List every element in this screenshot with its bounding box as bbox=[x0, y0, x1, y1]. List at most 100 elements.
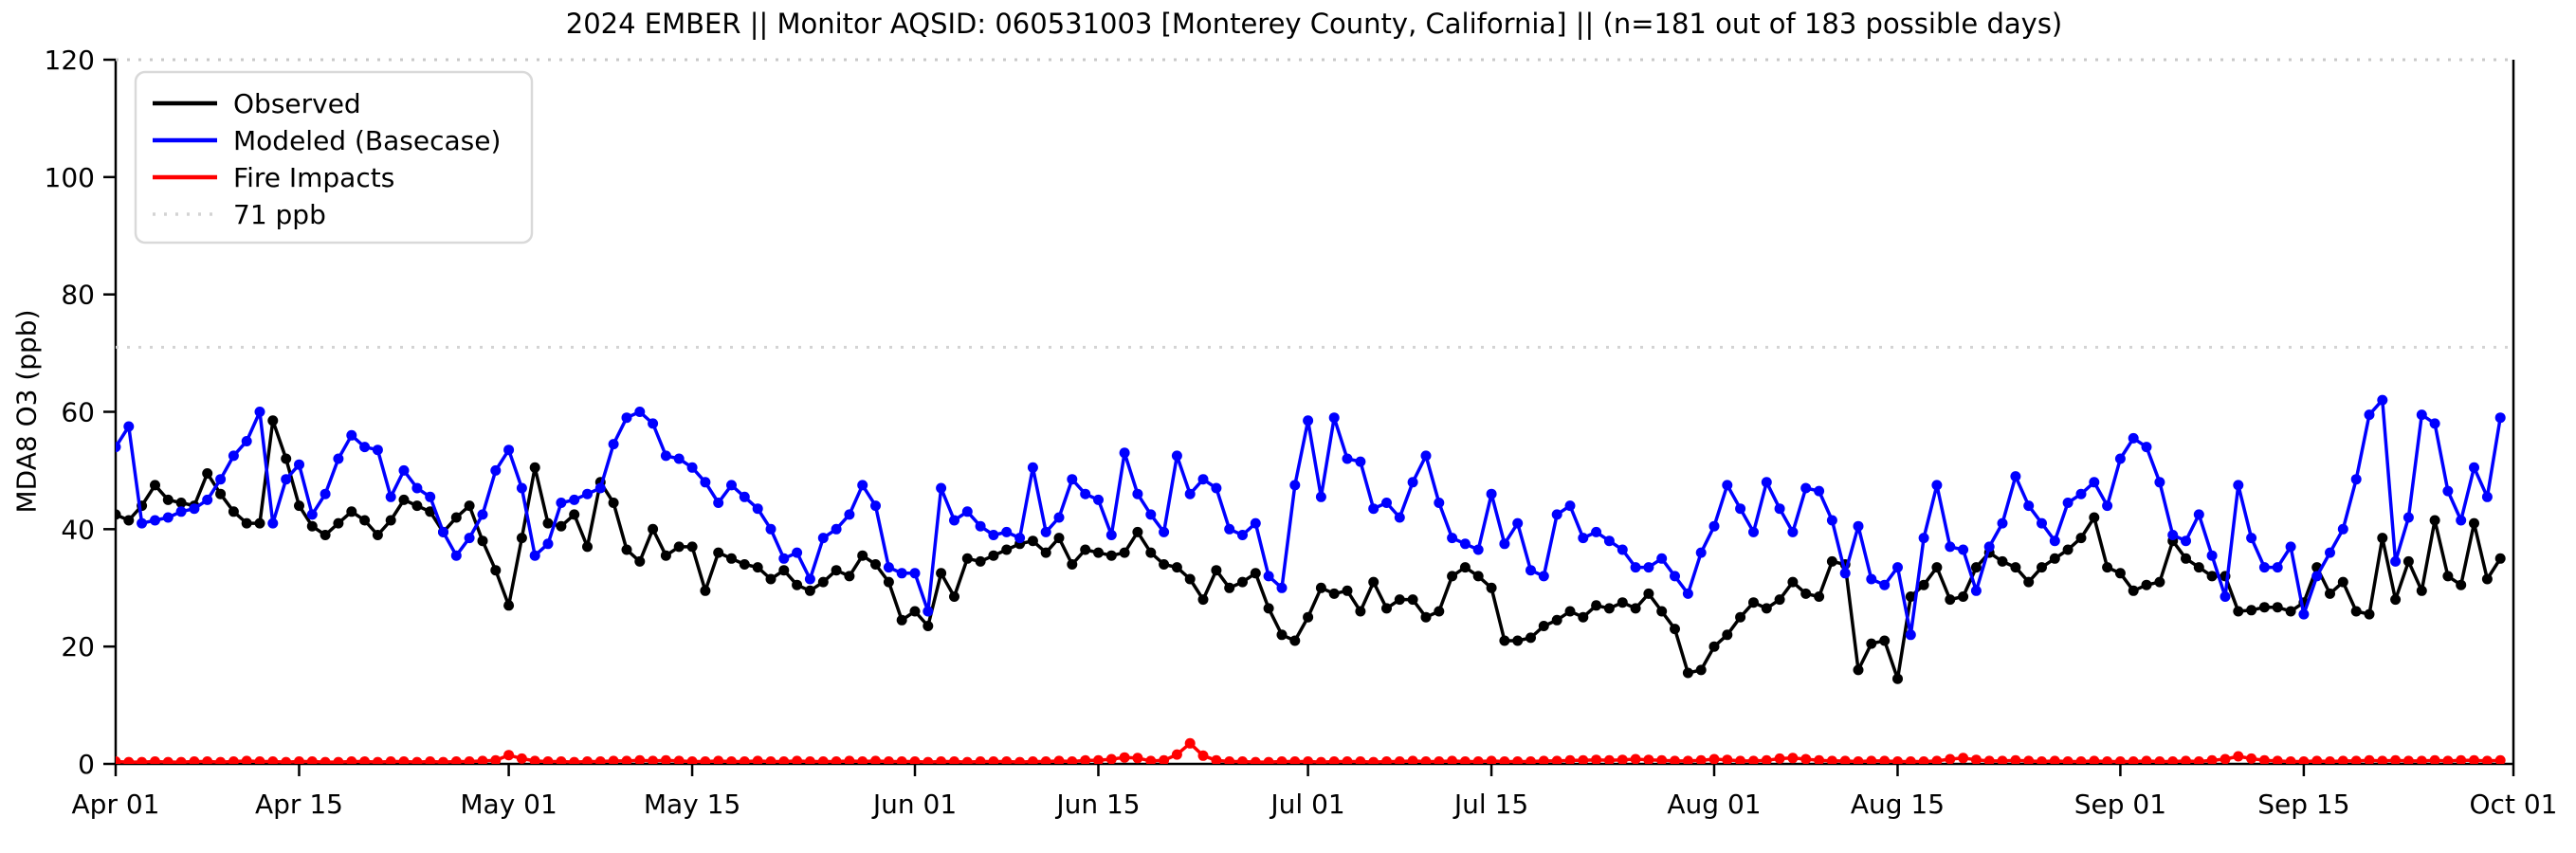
observed-point bbox=[569, 509, 580, 520]
x-tick-label: Jun 01 bbox=[871, 789, 957, 820]
modeled-basecase-point bbox=[1459, 538, 1471, 550]
fire-impacts-point bbox=[490, 754, 502, 764]
fire-impacts-point bbox=[1434, 756, 1445, 764]
modeled-basecase-point bbox=[1551, 509, 1562, 520]
observed-point bbox=[333, 517, 344, 529]
observed-point bbox=[1735, 611, 1746, 623]
fire-impacts-point bbox=[1145, 755, 1157, 764]
fire-impacts-point bbox=[2102, 756, 2113, 764]
fire-impacts-point bbox=[215, 756, 227, 764]
modeled-basecase-point bbox=[1892, 562, 1903, 573]
modeled-basecase-point bbox=[1407, 477, 1418, 488]
fire-impacts-point bbox=[202, 756, 213, 764]
modeled-basecase-point bbox=[2456, 515, 2467, 526]
modeled-basecase-point bbox=[2246, 533, 2257, 544]
modeled-basecase-point bbox=[1708, 520, 1720, 532]
modeled-basecase-point bbox=[608, 439, 619, 450]
modeled-basecase-point bbox=[2010, 471, 2021, 482]
observed-point bbox=[909, 606, 921, 617]
observed-point bbox=[1132, 526, 1143, 537]
fire-impacts-point bbox=[267, 756, 279, 764]
fire-impacts-point bbox=[2272, 755, 2283, 764]
observed-point bbox=[1459, 562, 1471, 573]
modeled-basecase-point bbox=[870, 500, 881, 512]
fire-impacts-point bbox=[2075, 756, 2087, 764]
observed-point bbox=[175, 498, 187, 508]
fire-impacts-point bbox=[464, 756, 475, 764]
modeled-basecase-point bbox=[1538, 571, 1549, 582]
modeled-basecase-point bbox=[385, 491, 396, 502]
fire-impacts-point bbox=[2246, 753, 2257, 764]
modeled-basecase-point bbox=[1931, 480, 1943, 491]
fire-impacts-point bbox=[1303, 756, 1314, 764]
observed-point bbox=[346, 506, 357, 517]
observed-point bbox=[1564, 606, 1576, 617]
fire-impacts-point bbox=[425, 756, 436, 764]
fire-impacts-point bbox=[2377, 755, 2388, 764]
modeled-basecase-point bbox=[1748, 526, 1759, 537]
observed-point bbox=[1263, 603, 1274, 614]
fire-impacts-point bbox=[1093, 754, 1104, 764]
x-tick-label: May 15 bbox=[644, 789, 740, 820]
observed-point bbox=[556, 520, 567, 532]
observed-point bbox=[961, 553, 973, 564]
observed-point bbox=[2258, 602, 2270, 613]
modeled-basecase-point bbox=[923, 606, 934, 617]
observed-point bbox=[464, 500, 475, 512]
observed-point bbox=[582, 541, 593, 553]
fire-impacts-point bbox=[1735, 755, 1746, 764]
modeled-basecase-point bbox=[1040, 526, 1051, 537]
modeled-basecase-point bbox=[582, 488, 593, 499]
modeled-basecase-point bbox=[1512, 517, 1524, 529]
modeled-basecase-point bbox=[778, 553, 790, 564]
modeled-basecase-point bbox=[634, 407, 646, 417]
observed-point bbox=[2102, 562, 2113, 573]
fire-impacts-point bbox=[778, 756, 790, 764]
observed-point bbox=[1328, 588, 1340, 599]
fire-impacts-point bbox=[961, 756, 973, 764]
fire-impacts-point bbox=[1814, 754, 1825, 764]
fire-impacts-point bbox=[923, 756, 934, 764]
fire-impacts-point bbox=[175, 756, 187, 764]
observed-point bbox=[1250, 568, 1261, 579]
observed-point bbox=[621, 544, 632, 555]
modeled-basecase-point bbox=[2037, 517, 2047, 529]
observed-point bbox=[1368, 576, 1379, 588]
modeled-basecase-point bbox=[1800, 482, 1812, 494]
fire-impacts-point bbox=[1997, 755, 2008, 764]
fire-impacts-point bbox=[726, 756, 737, 764]
fire-impacts-point bbox=[831, 756, 842, 764]
modeled-basecase-markers bbox=[116, 394, 2506, 641]
y-tick-label: 60 bbox=[61, 397, 95, 428]
observed-point bbox=[1708, 641, 1720, 652]
modeled-basecase-point bbox=[1067, 474, 1078, 485]
fire-impacts-point bbox=[713, 755, 724, 764]
observed-point bbox=[116, 509, 121, 520]
observed-point bbox=[752, 562, 763, 573]
modeled-basecase-point bbox=[490, 464, 502, 476]
observed-point bbox=[1970, 562, 1982, 573]
fire-impacts-point bbox=[2062, 756, 2074, 764]
modeled-basecase-point bbox=[1053, 512, 1065, 523]
fire-impacts-point bbox=[254, 756, 265, 764]
observed-point bbox=[1067, 559, 1078, 570]
observed-point bbox=[2325, 588, 2335, 599]
observed-point bbox=[359, 515, 371, 526]
modeled-basecase-point bbox=[241, 436, 252, 446]
modeled-basecase-point bbox=[1303, 415, 1314, 426]
fire-impacts-point bbox=[2442, 755, 2454, 764]
modeled-basecase-point bbox=[2390, 555, 2402, 567]
fire-impacts-point bbox=[1866, 755, 1877, 764]
observed-point bbox=[306, 520, 318, 532]
modeled-basecase-point bbox=[1447, 533, 1458, 544]
observed-point bbox=[1342, 585, 1353, 596]
modeled-basecase-point bbox=[372, 445, 383, 456]
modeled-basecase-point bbox=[306, 509, 318, 520]
fire-impacts-point bbox=[294, 756, 304, 764]
fire-impacts-point bbox=[765, 756, 776, 764]
fire-impacts-point bbox=[2233, 751, 2244, 762]
observed-point bbox=[2023, 576, 2035, 588]
observed-point bbox=[2377, 533, 2388, 544]
fire-impacts-point bbox=[909, 756, 921, 764]
observed-point bbox=[2246, 605, 2257, 616]
